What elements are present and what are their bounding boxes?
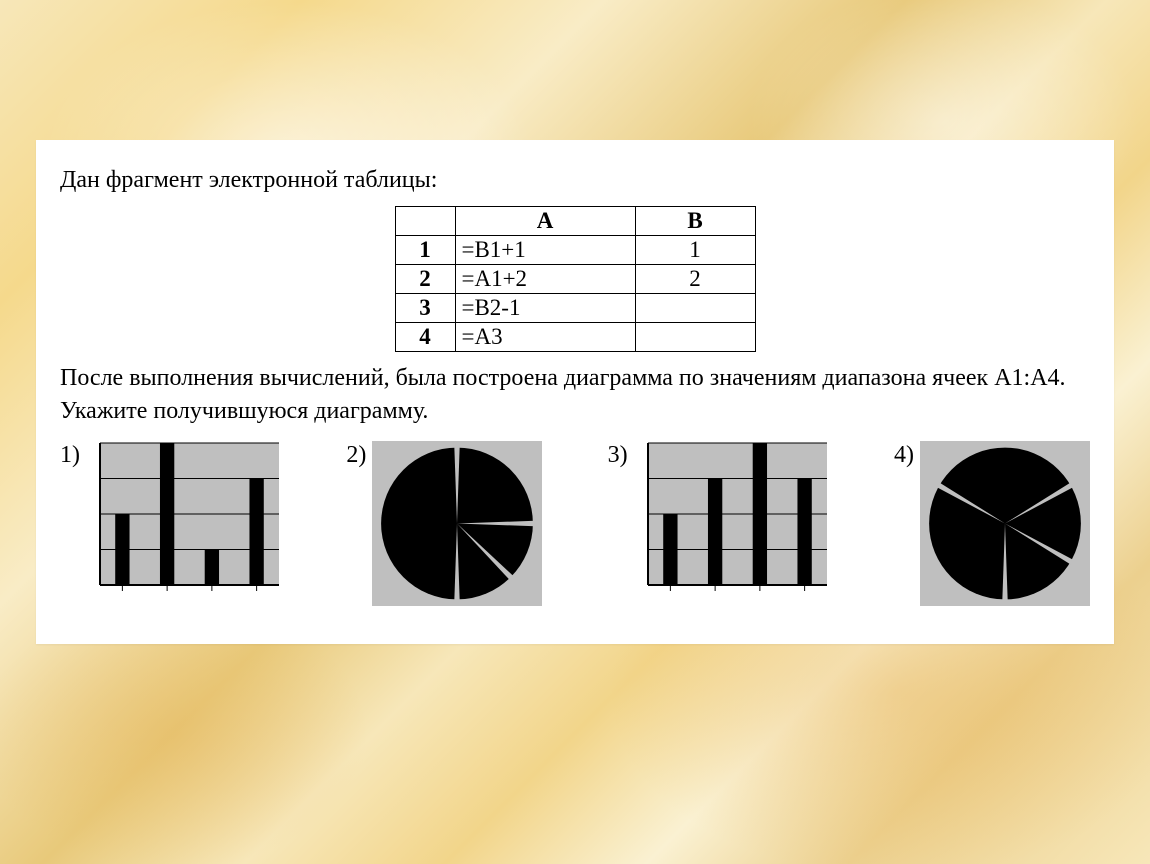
answer-option: 1) xyxy=(60,441,281,601)
rowhdr-3: 3 xyxy=(395,294,455,323)
cell-B4 xyxy=(635,323,755,352)
pie-chart xyxy=(920,441,1090,606)
option-label: 4) xyxy=(894,441,914,467)
table-header-row: A B xyxy=(395,207,755,236)
answer-option: 3) xyxy=(608,441,829,601)
cell-A3: =B2-1 xyxy=(455,294,635,323)
header-A: A xyxy=(455,207,635,236)
cell-B3 xyxy=(635,294,755,323)
pie-chart xyxy=(372,441,542,606)
cell-B2: 2 xyxy=(635,265,755,294)
rowhdr-1: 1 xyxy=(395,236,455,265)
cell-A2: =A1+2 xyxy=(455,265,635,294)
answer-option: 2) xyxy=(346,441,542,606)
question-text: После выполнения вычислений, была постро… xyxy=(60,362,1090,427)
spreadsheet-wrap: A B 1 =B1+1 1 2 =A1+2 2 3 =B2-1 4 =A3 xyxy=(60,206,1090,352)
option-label: 2) xyxy=(346,441,366,467)
spreadsheet-table: A B 1 =B1+1 1 2 =A1+2 2 3 =B2-1 4 =A3 xyxy=(395,206,756,352)
header-blank xyxy=(395,207,455,236)
cell-B1: 1 xyxy=(635,236,755,265)
table-row: 1 =B1+1 1 xyxy=(395,236,755,265)
cell-A4: =A3 xyxy=(455,323,635,352)
answer-options: 1) 2) 3) 4) xyxy=(60,441,1090,606)
option-label: 3) xyxy=(608,441,628,467)
table-row: 3 =B2-1 xyxy=(395,294,755,323)
question-card: Дан фрагмент электронной таблицы: A B 1 … xyxy=(36,140,1114,644)
answer-option: 4) xyxy=(894,441,1090,606)
cell-A1: =B1+1 xyxy=(455,236,635,265)
option-label: 1) xyxy=(60,441,80,467)
header-B: B xyxy=(635,207,755,236)
table-row: 2 =A1+2 2 xyxy=(395,265,755,294)
intro-text: Дан фрагмент электронной таблицы: xyxy=(60,164,1090,196)
rowhdr-2: 2 xyxy=(395,265,455,294)
bar-chart xyxy=(86,441,281,601)
bar-chart xyxy=(634,441,829,601)
rowhdr-4: 4 xyxy=(395,323,455,352)
table-row: 4 =A3 xyxy=(395,323,755,352)
